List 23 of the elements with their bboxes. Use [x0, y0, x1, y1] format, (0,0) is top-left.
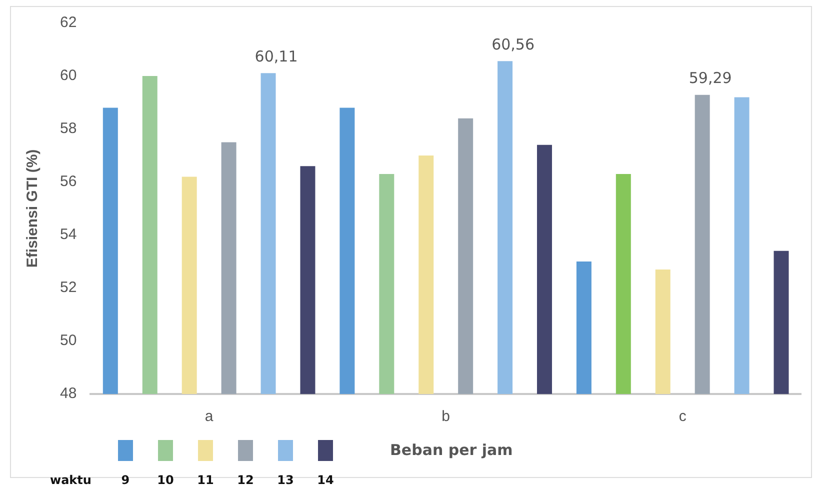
legend-label: 10 [157, 473, 174, 487]
y-tick-label: 48 [60, 385, 77, 402]
y-tick-label: 58 [60, 120, 77, 138]
x-tick-label: c [678, 408, 687, 426]
y-tick-label: 62 [60, 14, 77, 32]
legend-label: 12 [237, 473, 254, 487]
legend-label: 11 [197, 473, 214, 487]
x-tick-label: a [204, 408, 214, 426]
legend-title: waktu [50, 473, 92, 487]
y-tick-label: 54 [60, 226, 77, 244]
data-label: 60,11 [254, 47, 298, 66]
x-axis-title: Beban per jam [390, 441, 513, 459]
y-tick-label: 52 [60, 279, 77, 296]
y-tick-label: 56 [60, 173, 77, 190]
y-axis-title: Efisiensi GTI (%) [24, 149, 42, 268]
legend-label: 9 [121, 473, 130, 487]
data-label: 59,29 [688, 69, 732, 88]
legend-label: 14 [317, 473, 334, 487]
legend-label: 13 [277, 473, 294, 487]
x-tick-label: b [442, 408, 450, 426]
y-tick-label: 60 [60, 67, 77, 84]
data-label: 60,56 [492, 36, 535, 54]
y-tick-label: 50 [60, 332, 77, 350]
